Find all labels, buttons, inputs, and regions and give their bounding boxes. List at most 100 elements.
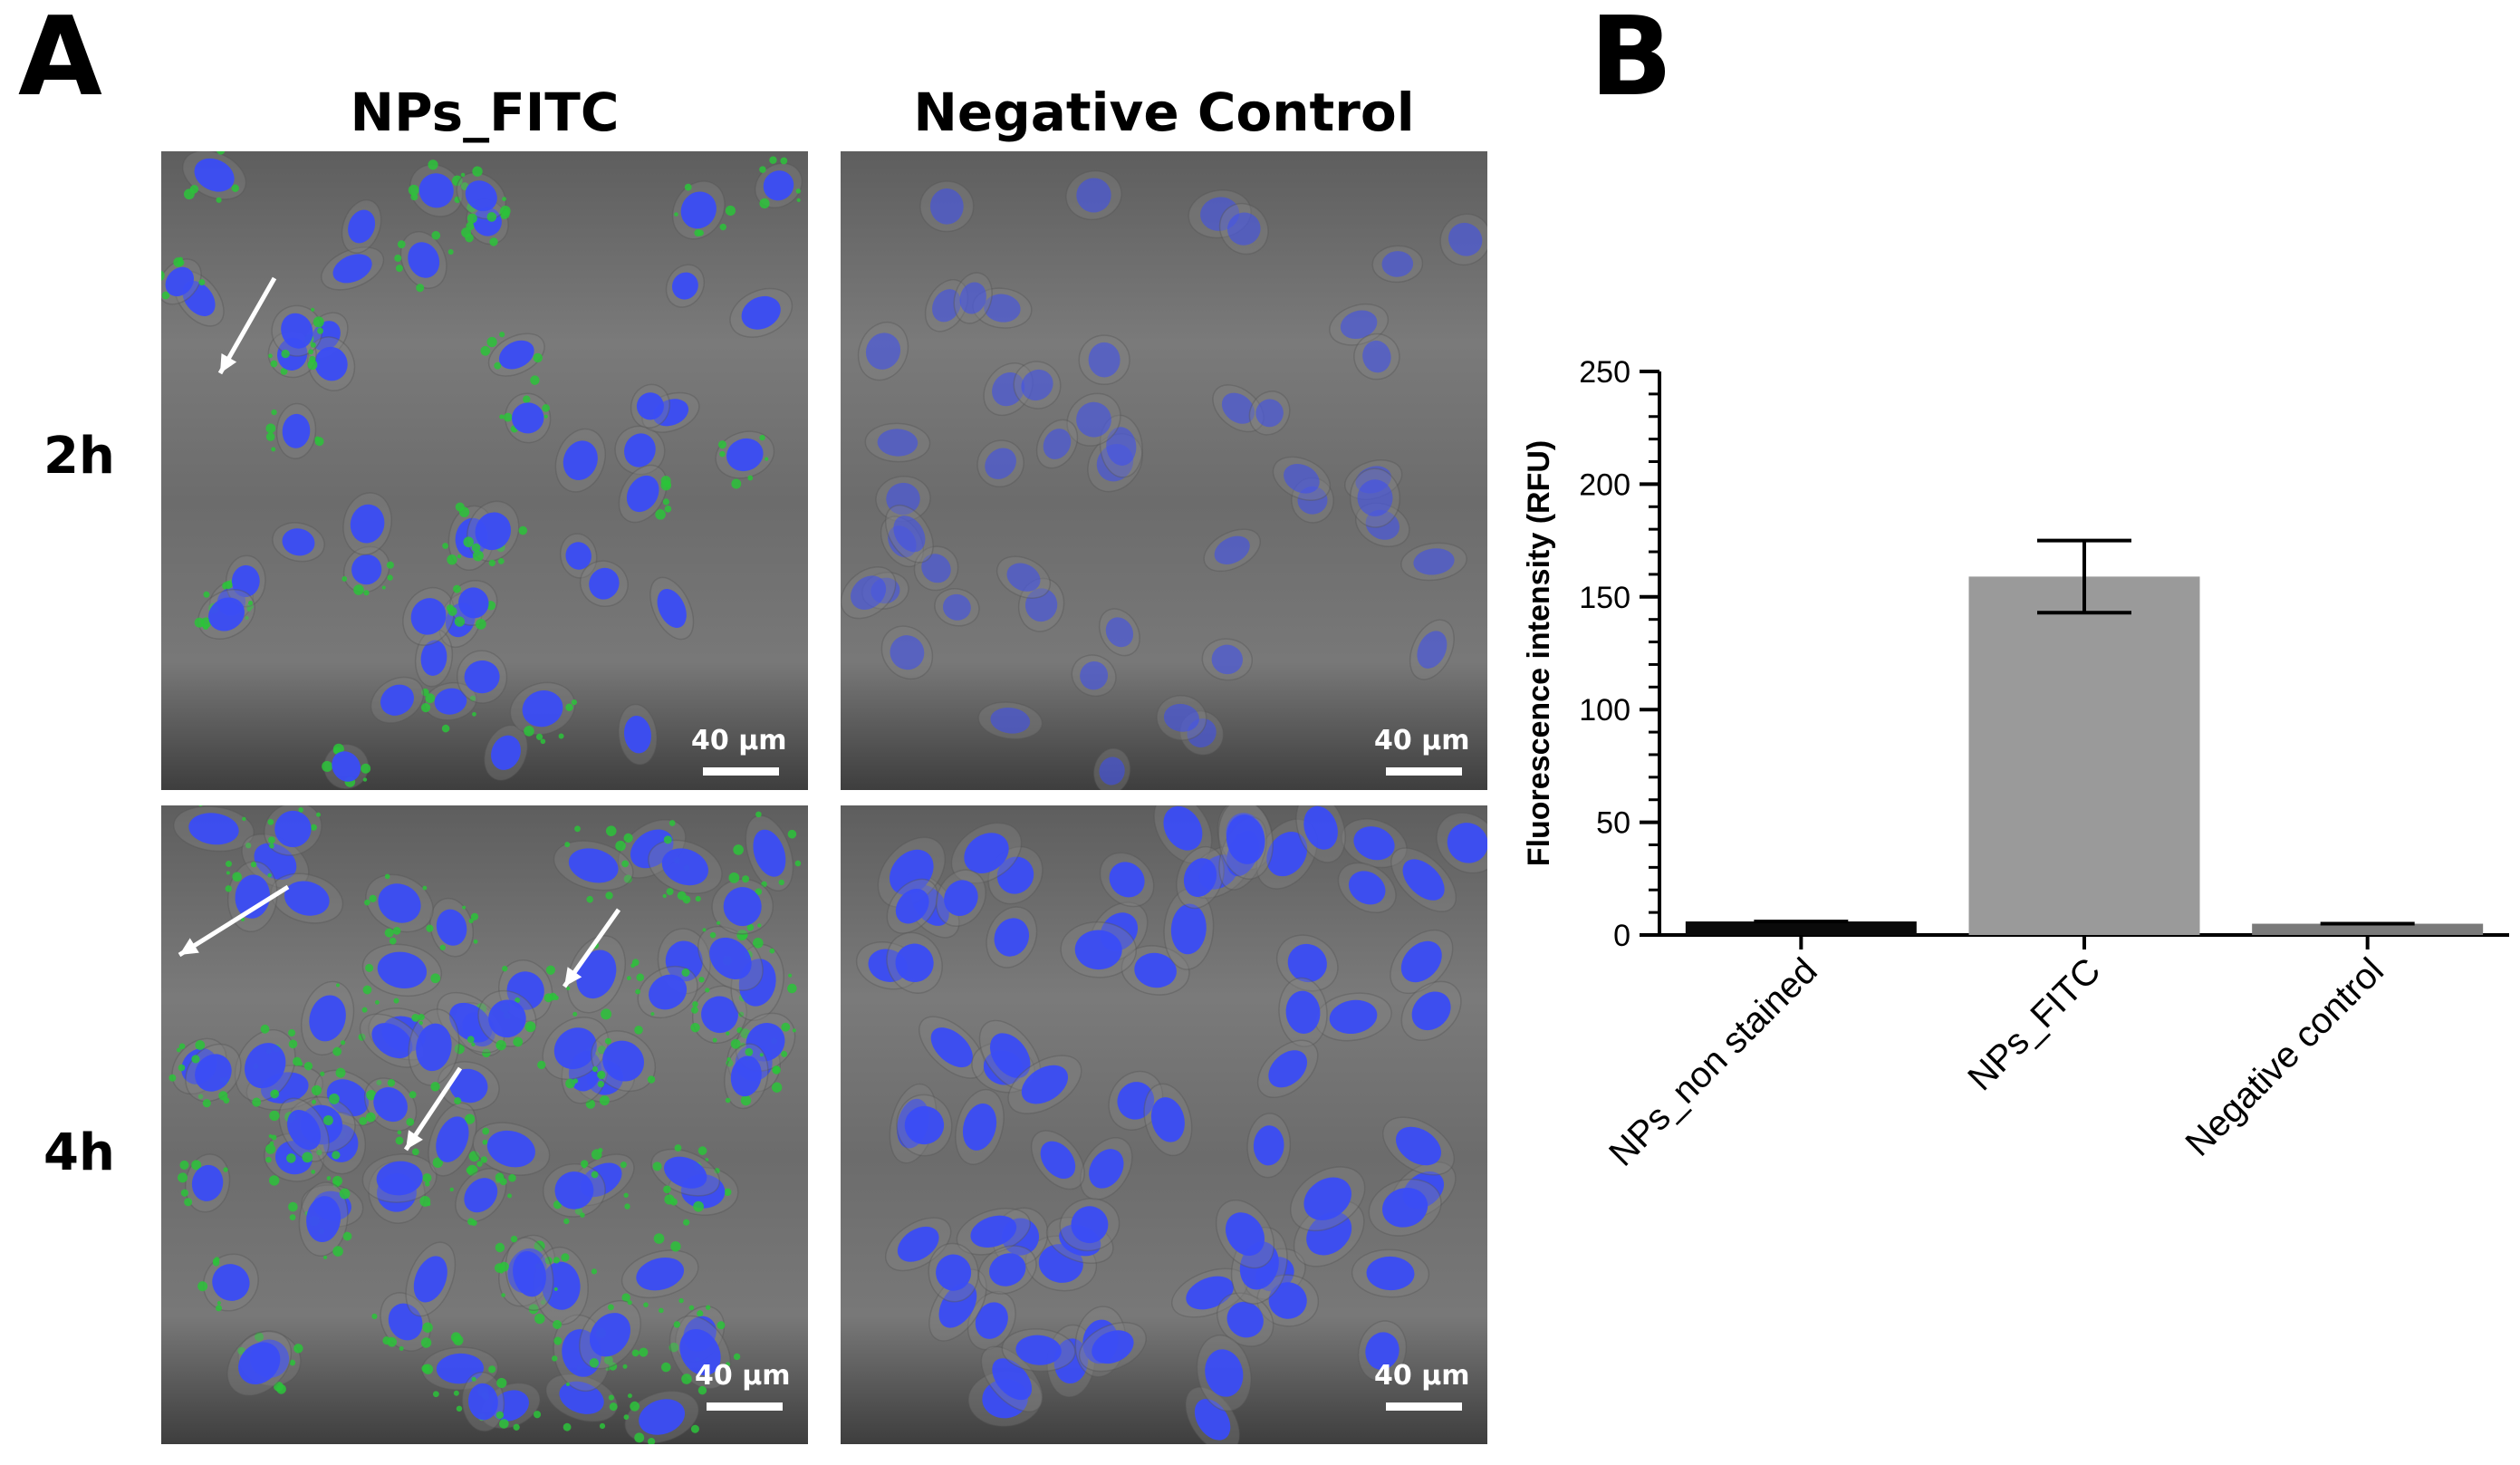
row-label-4h: 4h xyxy=(43,1123,115,1182)
cell xyxy=(864,422,931,463)
cell xyxy=(1289,1166,1366,1232)
cell xyxy=(426,897,479,958)
cell xyxy=(1185,1386,1240,1444)
arrow-annotation xyxy=(217,276,277,375)
cell xyxy=(1098,608,1140,657)
cell xyxy=(1017,577,1065,632)
arrow-annotation xyxy=(403,1066,463,1152)
cell xyxy=(980,1345,1044,1412)
cell xyxy=(1080,1137,1133,1200)
cell xyxy=(919,1016,986,1079)
cell xyxy=(733,811,802,892)
cell xyxy=(928,1268,987,1342)
cell xyxy=(1341,818,1408,869)
cell xyxy=(477,989,537,1051)
cell xyxy=(437,1061,500,1111)
cell xyxy=(1007,1055,1082,1114)
cell xyxy=(553,825,634,903)
cell xyxy=(1439,213,1487,266)
x-tick-label-2: Negative control xyxy=(2179,950,2392,1163)
cell xyxy=(408,159,469,217)
cell xyxy=(650,1144,721,1212)
panel-b-letter: B xyxy=(1590,0,1673,120)
cell xyxy=(270,872,344,924)
cell xyxy=(690,985,748,1045)
y-tick-label: 100 xyxy=(1579,693,1630,728)
cell xyxy=(1337,862,1397,914)
cell xyxy=(630,383,670,429)
cell xyxy=(1217,805,1274,880)
cell xyxy=(924,279,969,333)
cell xyxy=(457,650,508,704)
cell xyxy=(241,834,310,890)
cell xyxy=(1349,467,1401,528)
cell xyxy=(875,476,931,523)
cell xyxy=(913,545,959,592)
y-tick-label: 250 xyxy=(1579,355,1630,390)
cell xyxy=(1163,888,1215,970)
cell xyxy=(1246,1113,1292,1179)
cell xyxy=(472,1122,551,1183)
cell xyxy=(559,533,598,579)
cell xyxy=(928,1242,979,1303)
cell xyxy=(976,439,1024,487)
cell xyxy=(322,743,371,790)
bar-2 xyxy=(2252,923,2484,935)
cell xyxy=(1203,528,1261,573)
cell xyxy=(1390,847,1457,912)
cell xyxy=(542,1160,606,1225)
cell xyxy=(194,581,255,640)
row-label-2h: 2h xyxy=(43,427,115,486)
cell xyxy=(977,701,1044,740)
scale-bar-label: 40 µm xyxy=(1374,1360,1470,1392)
cell xyxy=(919,180,975,233)
cell xyxy=(896,1094,953,1157)
y-tick-label: 150 xyxy=(1579,581,1630,615)
cell xyxy=(361,937,443,1005)
cell xyxy=(173,805,255,868)
micrograph-negative-control-2h: 40 µm xyxy=(841,151,1487,790)
cell xyxy=(635,965,698,1019)
cell xyxy=(995,555,1052,599)
cell xyxy=(1030,1130,1085,1190)
cell xyxy=(1065,169,1122,221)
cell xyxy=(370,676,425,724)
cell xyxy=(649,576,695,641)
cell xyxy=(554,428,606,493)
cell xyxy=(618,703,658,766)
cell xyxy=(197,1253,259,1312)
cell xyxy=(1256,1274,1320,1327)
cell xyxy=(660,1315,741,1395)
cell xyxy=(405,1241,457,1317)
cell xyxy=(591,1026,657,1093)
cell xyxy=(225,861,278,932)
cell xyxy=(1059,1198,1121,1252)
cell xyxy=(1390,929,1454,995)
cell xyxy=(1071,654,1117,698)
cell xyxy=(446,580,498,630)
cell xyxy=(664,1158,739,1226)
cell xyxy=(1382,1116,1455,1176)
micrograph-nps-fitc-4h: 40 µm xyxy=(161,805,808,1444)
cell xyxy=(178,1153,231,1213)
cell xyxy=(265,402,324,459)
scale-bar-label: 40 µm xyxy=(1374,725,1470,757)
bar-1 xyxy=(1968,576,2200,935)
cell xyxy=(1035,419,1079,469)
cell xyxy=(225,554,266,608)
cell xyxy=(1001,1328,1076,1373)
cell xyxy=(715,430,775,489)
x-tick-label-0: NPs_non stained xyxy=(1601,950,1825,1174)
cell xyxy=(1153,805,1213,864)
cell xyxy=(1248,390,1291,436)
cell xyxy=(321,246,385,291)
cell xyxy=(421,1332,499,1398)
cell xyxy=(1217,1292,1274,1347)
cell xyxy=(956,1208,1031,1256)
cell xyxy=(1171,1267,1249,1318)
cell xyxy=(264,805,322,856)
arrow-annotation xyxy=(562,908,621,988)
scale-bar xyxy=(707,1402,783,1411)
panel-a-letter: A xyxy=(18,0,102,120)
column-title-nps-fitc: NPs_FITC xyxy=(350,82,620,143)
